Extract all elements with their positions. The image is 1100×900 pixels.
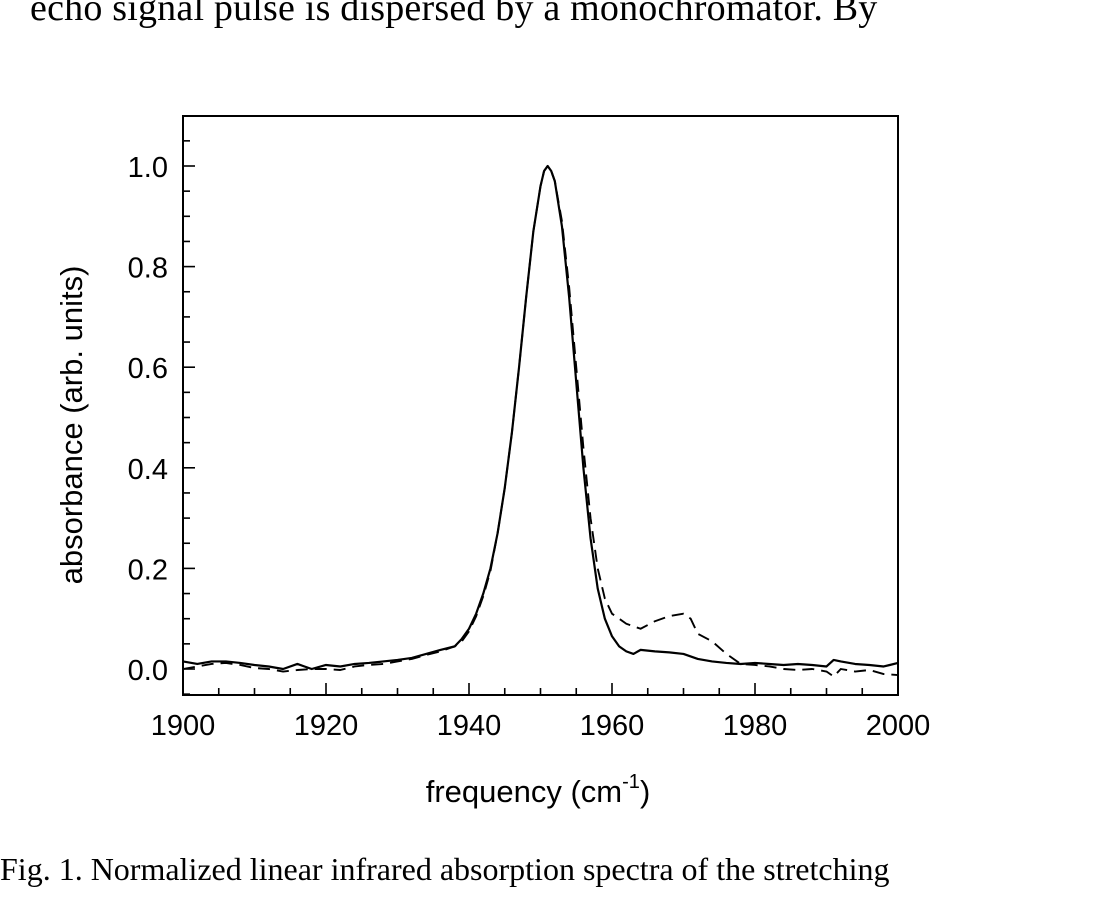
body-text-top: echo signal pulse is dispersed by a mono… [30,0,878,29]
y-tick-label: 0.4 [128,454,168,486]
plot-frame [182,115,899,696]
x-tick-label: 2000 [866,710,931,742]
solid-spectrum-line [182,164,899,671]
x-axis-label-main: frequency (cm [426,774,622,809]
y-tick-label: 0.2 [128,554,168,586]
axis-tick-labels: 1900 1920 1940 1960 1980 2000 0.0 0.2 0.4 0.6 0.8 1… [128,152,931,742]
x-tick-label: 1900 [151,710,216,742]
y-tick-label: 1.0 [128,152,168,184]
y-tick-label: 0.0 [128,655,168,687]
x-axis-label-close: ) [640,774,650,809]
x-axis-label-superscript: -1 [622,771,640,793]
axis-ticks [182,140,899,695]
y-tick-label: 0.8 [128,253,168,285]
x-tick-label: 1940 [437,710,502,742]
figure-caption: Fig. 1. Normalized linear infrared absor… [0,851,890,887]
dashed-spectrum-line [182,165,899,678]
x-tick-label: 1920 [294,710,359,742]
y-axis-label: absorbance (arb. units) [54,266,89,585]
x-tick-label: 1960 [580,710,645,742]
x-axis-label: frequency (cm-1) [426,771,651,809]
y-tick-label: 0.6 [128,353,168,385]
series-layer [182,164,899,678]
x-tick-label: 1980 [723,710,788,742]
